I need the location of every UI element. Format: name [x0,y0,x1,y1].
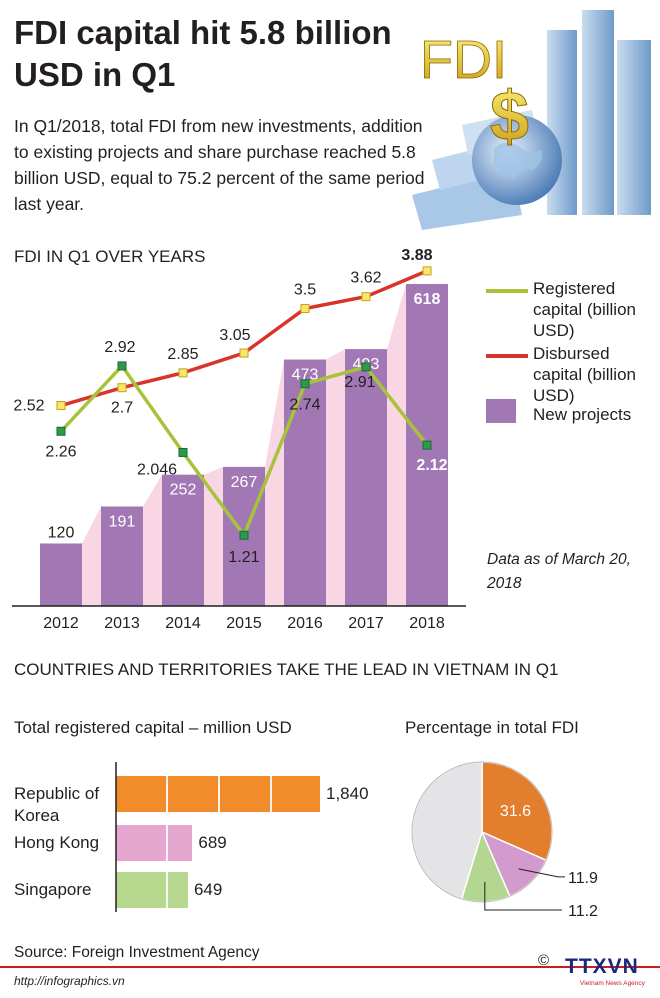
x-tick-2015: 2015 [226,615,262,632]
registered-point-2016 [300,379,310,389]
registered-point-2013 [117,361,127,371]
disbursed-line: 2.52 2.7 2.85 3.05 3.5 3.62 3.88 [13,247,432,417]
fdi-combo-chart: 120191252267473493618 201220132014201520… [12,247,466,632]
country-bar-korea [116,776,320,812]
country-label-korea: Republic of Korea [14,784,100,825]
country-bar-hongkong [116,825,193,861]
x-tick-2017: 2017 [348,615,384,632]
registered-point-2015 [239,530,249,540]
pie-chart-subtitle: Percentage in total FDI [405,718,579,737]
country-label-hongkong: Hong Kong [14,833,100,852]
disbursed-label-2014: 2.85 [167,346,198,363]
project-value-2016: 473 [292,367,319,384]
x-tick-2016: 2016 [287,615,323,632]
country-value-hongkong: 689 [198,833,227,852]
disbursed-label-2013: 2.7 [111,400,133,417]
project-value-2018: 618 [414,291,441,308]
pie-leader-hk [518,868,565,878]
disbursed-point-2016 [300,304,310,313]
registered-label-2015: 1.21 [228,549,259,566]
pie-label-hk: 11.9 [568,870,598,887]
project-value-2012: 120 [48,524,75,541]
footer-link[interactable]: http://infographics.vn [14,974,125,988]
project-bar-2017 [345,349,387,606]
disbursed-point-2014 [178,368,188,378]
disbursed-label-2015: 3.05 [219,327,250,344]
legend-disbursed-label: Disbursed capital (billion USD) [533,344,636,405]
disbursed-label-2012: 2.52 [13,398,44,415]
pie-label-korea: 31.6 [500,803,531,820]
project-value-2014: 252 [170,482,197,499]
country-bar-singapore [116,872,188,908]
legend-projects-label: New projects [533,405,632,424]
registered-label-2013: 2.92 [104,339,135,356]
project-value-2013: 191 [109,513,136,530]
x-tick-2013: 2013 [104,615,140,632]
dollar-sign-icon: $ [490,77,529,155]
bar-chart-subtitle: Total registered capital – million USD [14,718,292,737]
footer [0,966,660,993]
x-axis-tick-labels: 2012 2013 2014 2015 2016 2017 2018 [43,615,445,632]
registered-label-2016: 2.74 [289,397,320,414]
disbursed-point-2018 [422,266,432,276]
pie-label-sg: 11.2 [568,903,598,920]
registered-line: 2.26 2.92 2.046 1.21 2.74 2.91 2.12 [45,339,447,566]
registered-label-2017: 2.91 [344,374,375,391]
country-label-singapore: Singapore [14,880,92,899]
copyright-symbol: © [538,952,550,969]
pie-outline [411,761,553,903]
intro-text: In Q1/2018, total FDI from new investmen… [14,116,425,214]
disbursed-label-2016: 3.5 [294,282,316,299]
section-title-fdi-years: FDI IN Q1 OVER YEARS [14,247,206,266]
registered-label-2018: 2.12 [416,457,447,474]
disbursed-label-2018: 3.88 [401,247,432,264]
project-bar-2012 [40,543,82,606]
project-value-2015: 267 [231,474,258,491]
project-bar-2013 [101,506,143,606]
registered-point-2012 [56,426,66,436]
registered-label-2014: 2.046 [137,461,177,478]
legend-registered-swatch [486,289,528,293]
disbursed-point-2013 [117,383,127,393]
disbursed-point-2015 [239,348,249,358]
legend-registered-label: Registered capital (billion USD) [533,279,636,340]
fdi-hero-label: FDI [420,30,507,90]
legend-disbursed-swatch [486,354,528,358]
data-date-note: Data as of March 20, 2018 [487,551,631,592]
source-note: Source: Foreign Investment Agency [14,944,260,961]
projects-value-labels: 120191252267473493618 [48,291,441,541]
country-value-singapore: 649 [193,880,223,899]
registered-point-2017 [361,362,371,372]
fdi-globe-illustration: FDI $ [412,10,651,230]
registered-label-2012: 2.26 [45,443,76,460]
ttxvn-logo-subtitle: Vietnam News Agency [580,980,645,987]
ttxvn-logo: TTXVN [565,955,639,978]
project-bar-2014 [162,474,204,606]
x-tick-2018: 2018 [409,615,445,632]
x-tick-2014: 2014 [165,615,201,632]
country-value-korea: 1,840 [326,784,369,803]
projects-bars [40,284,448,606]
project-bar-2016 [284,359,326,606]
pie-leader-sg [484,881,562,911]
page-title: FDI capital hit 5.8 billion USD in Q1 [14,14,392,93]
registered-point-2014 [178,447,188,457]
registered-point-2018 [422,440,432,450]
x-tick-2012: 2012 [43,615,79,632]
section-title-countries: COUNTRIES AND TERRITORIES TAKE THE LEAD … [14,660,559,679]
disbursed-point-2012 [56,401,66,411]
legend-projects-swatch [486,399,516,423]
disbursed-point-2017 [361,292,371,302]
bar-chart-axis [115,762,117,912]
disbursed-label-2017: 3.62 [350,270,381,287]
fdi-share-pie-chart: 31.6 11.9 11.2 [411,761,598,920]
